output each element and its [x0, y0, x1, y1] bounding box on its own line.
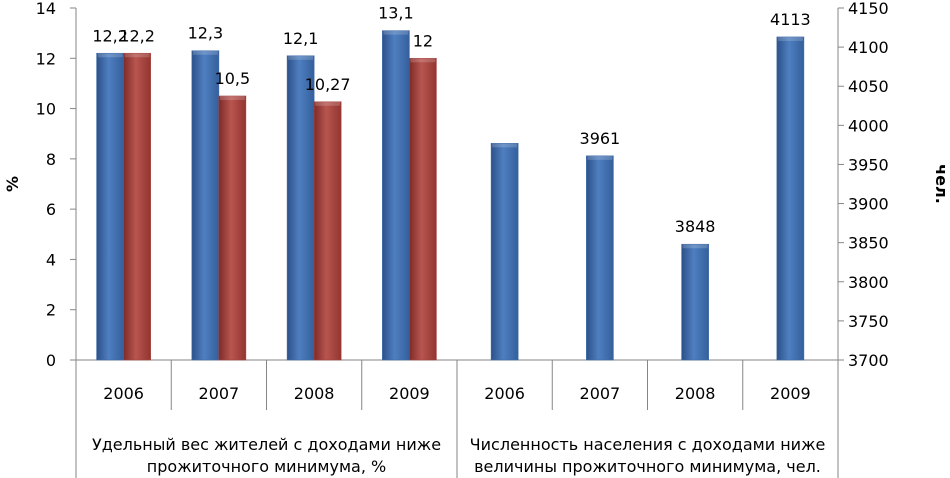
right-tick-label: 4100 — [848, 38, 889, 57]
left-tick-label: 0 — [46, 351, 56, 370]
data-label: 4113 — [770, 10, 811, 29]
data-label: 12,3 — [188, 24, 224, 43]
category-label: 2007 — [580, 384, 621, 403]
category-label: 2006 — [484, 384, 525, 403]
category-label: 2007 — [199, 384, 240, 403]
right-tick-label: 4050 — [848, 77, 889, 96]
right-tick-label: 3950 — [848, 155, 889, 174]
bar-cap — [492, 143, 518, 148]
data-label: 3848 — [675, 217, 716, 236]
bar-cap — [219, 96, 245, 100]
right-tick-label: 4150 — [848, 0, 889, 18]
bar — [191, 50, 220, 361]
right-tick-label: 3800 — [848, 273, 889, 292]
bar-cap — [410, 58, 436, 63]
bar-cap — [192, 50, 218, 55]
category-label: 2009 — [389, 384, 430, 403]
right-tick-label: 3900 — [848, 195, 889, 214]
left-tick-label: 6 — [46, 200, 56, 219]
bar — [409, 57, 437, 361]
bar-cap — [97, 53, 123, 58]
bar-cap — [315, 101, 341, 106]
left-tick-label: 8 — [46, 150, 56, 169]
bar — [586, 155, 614, 361]
right-axis-title: чел. — [932, 164, 950, 204]
data-label: 10,27 — [305, 75, 351, 94]
bar — [313, 101, 342, 361]
bar — [776, 36, 805, 361]
left-axis-title: % — [3, 176, 22, 192]
bar-cap — [682, 244, 708, 249]
data-label: 12,2 — [119, 26, 155, 45]
group-label: прожиточного минимума, % — [147, 457, 386, 476]
category-label: 2008 — [294, 384, 335, 403]
right-tick-label: 4000 — [848, 116, 889, 135]
data-label: 10,5 — [215, 69, 251, 88]
data-label: 13,1 — [378, 4, 414, 23]
data-label: 12,2 — [92, 26, 128, 45]
bar-cap — [124, 53, 150, 58]
left-tick-label: 4 — [46, 250, 56, 269]
bar-cap — [383, 30, 409, 35]
right-tick-label: 3700 — [848, 351, 889, 370]
left-tick-label: 12 — [36, 49, 56, 68]
group-label: величины прожиточного минимума, чел. — [474, 457, 821, 476]
group-label: Удельный вес жителей с доходами ниже — [92, 435, 441, 454]
bar — [96, 52, 124, 361]
category-label: 2006 — [103, 384, 144, 403]
category-label: 2008 — [675, 384, 716, 403]
data-label: 12 — [413, 31, 433, 50]
left-tick-label: 10 — [36, 100, 56, 119]
bar — [123, 52, 151, 361]
left-tick-label: 14 — [36, 0, 56, 18]
bar-cap — [288, 55, 314, 60]
left-tick-label: 2 — [46, 301, 56, 320]
data-label: 12,1 — [283, 29, 319, 48]
bar-cap — [777, 36, 803, 41]
bar — [382, 30, 410, 361]
right-tick-label: 3850 — [848, 234, 889, 253]
bar — [286, 55, 315, 361]
group-label: Численность населения с доходами ниже — [470, 435, 826, 454]
bar — [681, 243, 709, 361]
bar — [490, 143, 519, 361]
bar — [218, 95, 247, 361]
right-tick-label: 3750 — [848, 312, 889, 331]
category-label: 2009 — [770, 384, 811, 403]
bar-cap — [587, 155, 613, 160]
data-label: 3961 — [580, 129, 621, 148]
